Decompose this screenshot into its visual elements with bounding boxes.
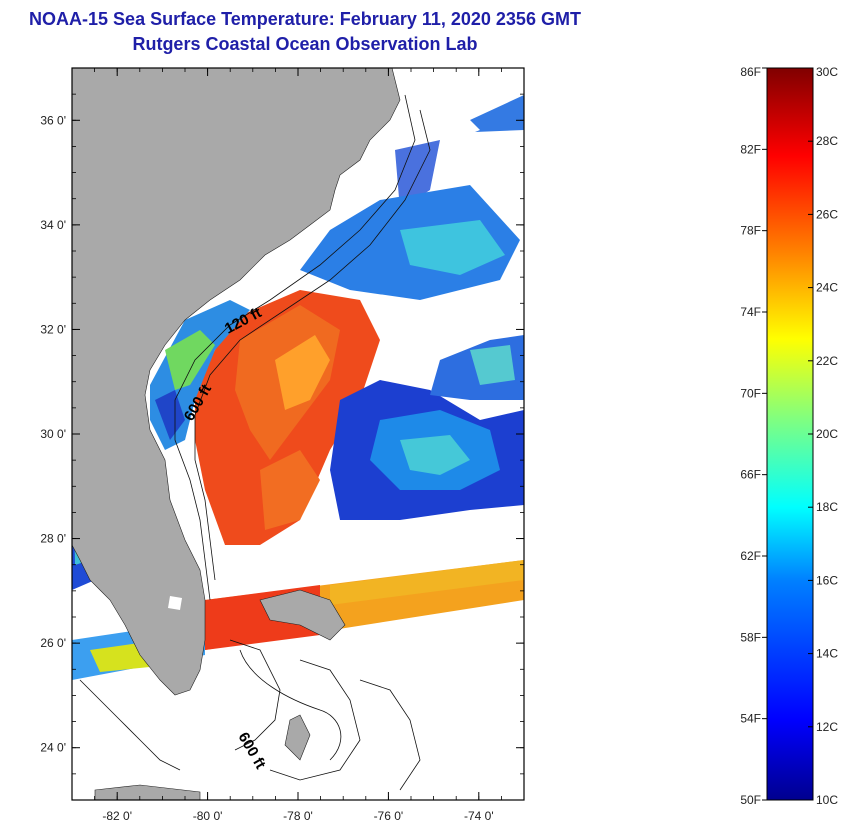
colorbar-f-label: 66F <box>740 468 761 482</box>
sst-swaths <box>72 95 524 680</box>
colorbar-c-label: 12C <box>816 720 838 734</box>
colorbar-c-label: 22C <box>816 354 838 368</box>
lat-tick-label: 24 0' <box>40 741 66 755</box>
map-body <box>72 68 524 800</box>
colorbar-f-label: 70F <box>740 386 761 400</box>
land <box>72 68 480 800</box>
colorbar: 86F 82F 78F 74F 70F 66F 62F 58F 54F 50F 30C 28C 26C… <box>740 65 838 807</box>
map-title: NOAA-15 Sea Surface Temperature: Februar… <box>29 9 581 29</box>
lon-tick-label: -82 0' <box>102 809 132 823</box>
colorbar-c-label: 24C <box>816 281 838 295</box>
colorbar-f-label: 62F <box>740 549 761 563</box>
lat-tick-label: 26 0' <box>40 636 66 650</box>
colorbar-c-label: 20C <box>816 427 838 441</box>
lon-tick-label: -78 0' <box>283 809 313 823</box>
colorbar-fahrenheit-scale: 86F 82F 78F 74F 70F 66F 62F 58F 54F 50F <box>740 65 767 807</box>
colorbar-f-label: 58F <box>740 630 761 644</box>
colorbar-c-label: 26C <box>816 207 838 221</box>
colorbar-c-label: 28C <box>816 134 838 148</box>
lat-tick-label: 30 0' <box>40 427 66 441</box>
lon-tick-label: -76 0' <box>374 809 404 823</box>
colorbar-f-label: 82F <box>740 142 761 156</box>
lat-tick-label: 28 0' <box>40 532 66 546</box>
depth-contours <box>79 94 431 791</box>
colorbar-f-label: 86F <box>740 65 761 79</box>
colorbar-f-label: 50F <box>740 793 761 807</box>
colorbar-c-label: 14C <box>816 647 838 661</box>
map-subtitle: Rutgers Coastal Ocean Observation Lab <box>132 34 478 54</box>
lat-tick-label: 32 0' <box>40 322 66 336</box>
lon-tick-label: -74 0' <box>464 809 494 823</box>
colorbar-f-label: 78F <box>740 224 761 238</box>
colorbar-f-label: 54F <box>740 712 761 726</box>
colorbar-gradient <box>766 67 814 801</box>
colorbar-c-label: 10C <box>816 793 838 807</box>
colorbar-c-label: 18C <box>816 500 838 514</box>
colorbar-celsius-scale: 30C 28C 26C 24C 22C 20C 18C 16C 14C 12C 10C <box>808 65 838 807</box>
colorbar-f-label: 74F <box>740 305 761 319</box>
colorbar-c-label: 16C <box>816 573 838 587</box>
lat-tick-label: 34 0' <box>40 218 66 232</box>
lon-tick-label: -80 0' <box>193 809 223 823</box>
longitude-axis: -82 0' -80 0' -78 0' -76 0' -74 0' <box>71 68 525 823</box>
latitude-axis: 36 0' 34 0' 32 0' 30 0' 28 0' 26 0' 24 0' <box>40 67 524 801</box>
colorbar-c-label: 30C <box>816 65 838 79</box>
lat-tick-label: 36 0' <box>40 113 66 127</box>
